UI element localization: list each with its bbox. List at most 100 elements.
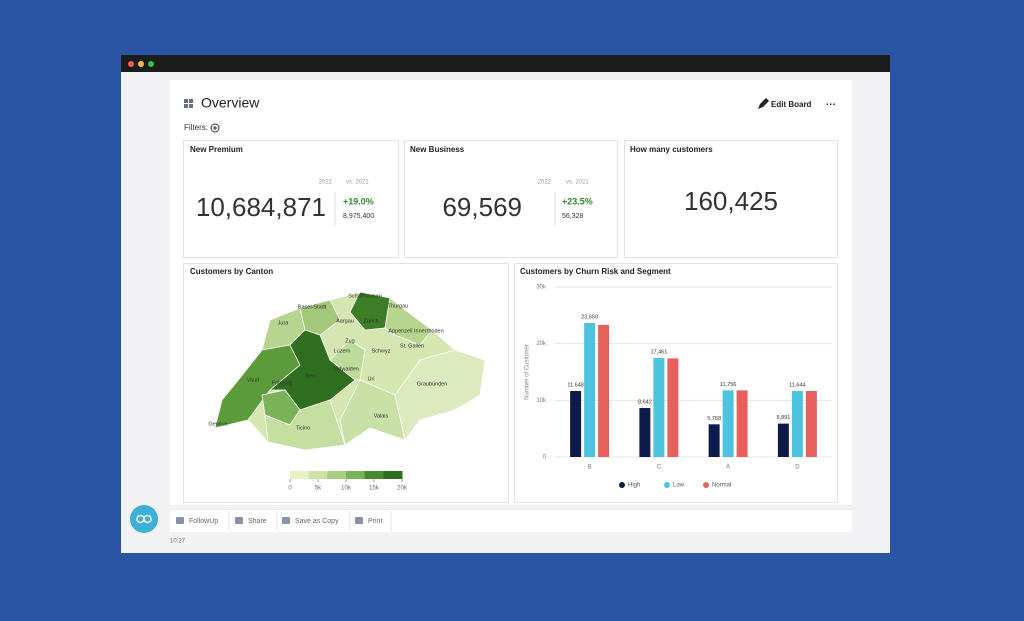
bar [639,408,651,457]
scale-tick-label: 10k [341,486,352,492]
bar [653,358,665,457]
legend-label[interactable]: Low [673,483,685,489]
min-dot[interactable] [138,61,144,67]
bar [598,324,610,457]
kpi-title: New Premium [190,145,243,154]
toolbar-icon [176,517,184,524]
toolbar-icon [355,517,363,524]
kpi-vs: vs. 2021 [566,180,589,186]
bar [722,390,734,457]
canton-label: Genève [208,421,227,427]
toolbar-button[interactable]: Save as Copy [295,518,339,525]
canton-label: Vaud [247,377,259,383]
toolbar-icon [282,517,290,524]
canton-label: Valais [374,413,389,419]
time: 10:27 [170,539,186,545]
value-label: 17,461 [650,350,667,356]
canton-label: Appenzell Innerrhoden [388,328,443,334]
canton-label: Thurgau [388,303,409,309]
canton-label: Basel-Stadt [298,304,327,310]
canton-label: Graubünden [417,381,448,387]
value-label: 11,644 [789,382,805,388]
kpi-title: New Business [410,145,465,154]
canton-label: Zürich [363,318,378,324]
scale-swatch [290,471,310,479]
canton-label: Zug [345,338,354,344]
canton-label: Schaffhausen [348,293,382,299]
kpi-change: +19.0% [343,196,374,206]
kpi-vs: vs. 2021 [346,180,369,186]
toolbar-button[interactable]: Share [248,518,267,525]
kpi-card [404,140,618,258]
y-tick-label: 0 [543,455,547,461]
bar [570,390,582,457]
kpi-previous: 8,975,400 [343,213,374,220]
bar [791,391,803,457]
filters-label: Filters: [184,123,208,132]
scale-tick-label: 0 [288,486,292,492]
x-tick-label: C [657,465,662,471]
scale-swatch [383,471,403,479]
add-filter[interactable] [210,123,220,133]
toolbar-button[interactable]: Print [368,518,382,525]
scale-swatch [364,471,384,479]
grid-icon [184,99,193,108]
y-tick-label: 10k [536,398,547,404]
title-bar [121,55,890,72]
legend-label[interactable]: Normal [712,483,731,489]
canton-label: Nidwalden [333,366,359,372]
y-axis-title: Number of Customer [525,344,531,400]
kpi-card [624,140,838,258]
x-tick-label: A [726,465,730,471]
add-filter-plus [213,126,217,130]
canton-label: Aargau [336,318,354,324]
bar [777,423,789,457]
bar [736,390,748,457]
kpi-year: 2022 [538,180,552,186]
y-tick-label: 20k [536,341,547,347]
toolbar [170,510,852,532]
close-dot[interactable] [128,61,134,67]
kpi-previous: 56,328 [562,213,584,220]
x-tick-label: B [588,465,592,471]
bar [667,358,679,457]
map-shapes [214,291,486,451]
legend-swatch[interactable] [664,482,670,488]
value-label: 23,650 [581,314,598,320]
page-title: Overview [201,95,260,111]
kpi-value: 10,684,871 [196,192,326,222]
legend-swatch[interactable] [619,482,625,488]
bar [708,424,720,457]
legend-swatch[interactable] [703,482,709,488]
canton-label: St. Gallen [400,343,424,349]
value-label: 8,642 [638,399,652,405]
toolbar-button[interactable]: FollowUp [189,518,218,525]
y-tick-label: 30k [536,285,547,291]
canton-label: Bern [305,373,317,379]
canton-label: Fribourg [272,380,292,386]
scale-tick-label: 5k [315,486,322,492]
kpi-change: +23.5% [562,196,593,206]
canton-label: Ticino [296,425,310,431]
value-label: 5,768 [707,416,721,422]
scale-tick-label: 15k [369,486,380,492]
legend-label[interactable]: High [628,483,640,489]
edit-board[interactable]: Edit Board [771,100,812,109]
max-dot[interactable] [148,61,154,67]
bar [584,322,596,457]
scale-swatch [346,471,366,479]
canton-label: Jura [278,320,290,326]
more-menu[interactable]: ··· [826,100,836,111]
value-label: 5,891 [776,415,790,421]
toolbar-icon [235,517,243,524]
scale-swatch [327,471,347,479]
value-label: 11,648 [567,382,583,388]
edit-icon[interactable] [758,98,769,109]
chart-title: Customers by Churn Risk and Segment [520,267,671,276]
kpi-year: 2022 [319,180,333,186]
map-title: Customers by Canton [190,267,273,276]
x-tick-label: D [795,465,800,471]
canton-label: Uri [367,376,374,382]
value-label: 11,756 [720,382,736,388]
